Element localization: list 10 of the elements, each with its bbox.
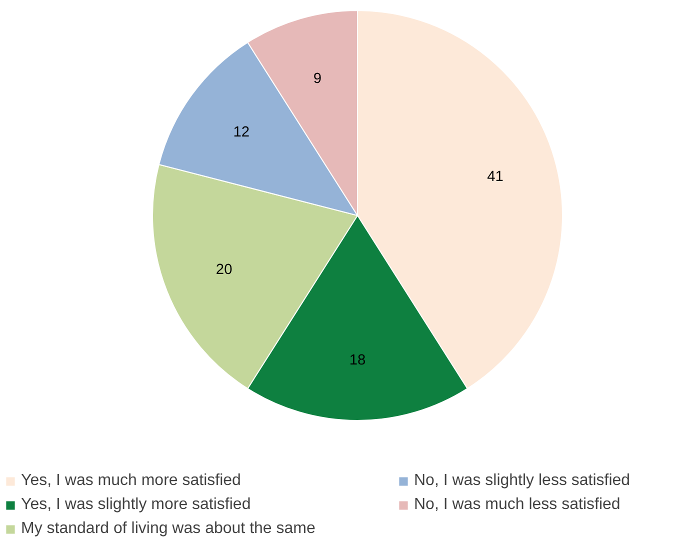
data-label: 12: [233, 124, 250, 141]
legend-label: Yes, I was slightly more satisfied: [21, 496, 252, 514]
legend-label: My standard of living was about the same: [21, 520, 316, 538]
legend-label: Yes, I was much more satisfied: [21, 472, 242, 490]
data-label: 18: [349, 352, 366, 368]
data-label: 41: [487, 168, 504, 185]
data-label: 20: [216, 262, 232, 278]
data-label: 9: [313, 71, 322, 88]
legend-label: No, I was slightly less satisfied: [414, 472, 632, 490]
legend-label: No, I was much less satisfied: [414, 496, 622, 514]
